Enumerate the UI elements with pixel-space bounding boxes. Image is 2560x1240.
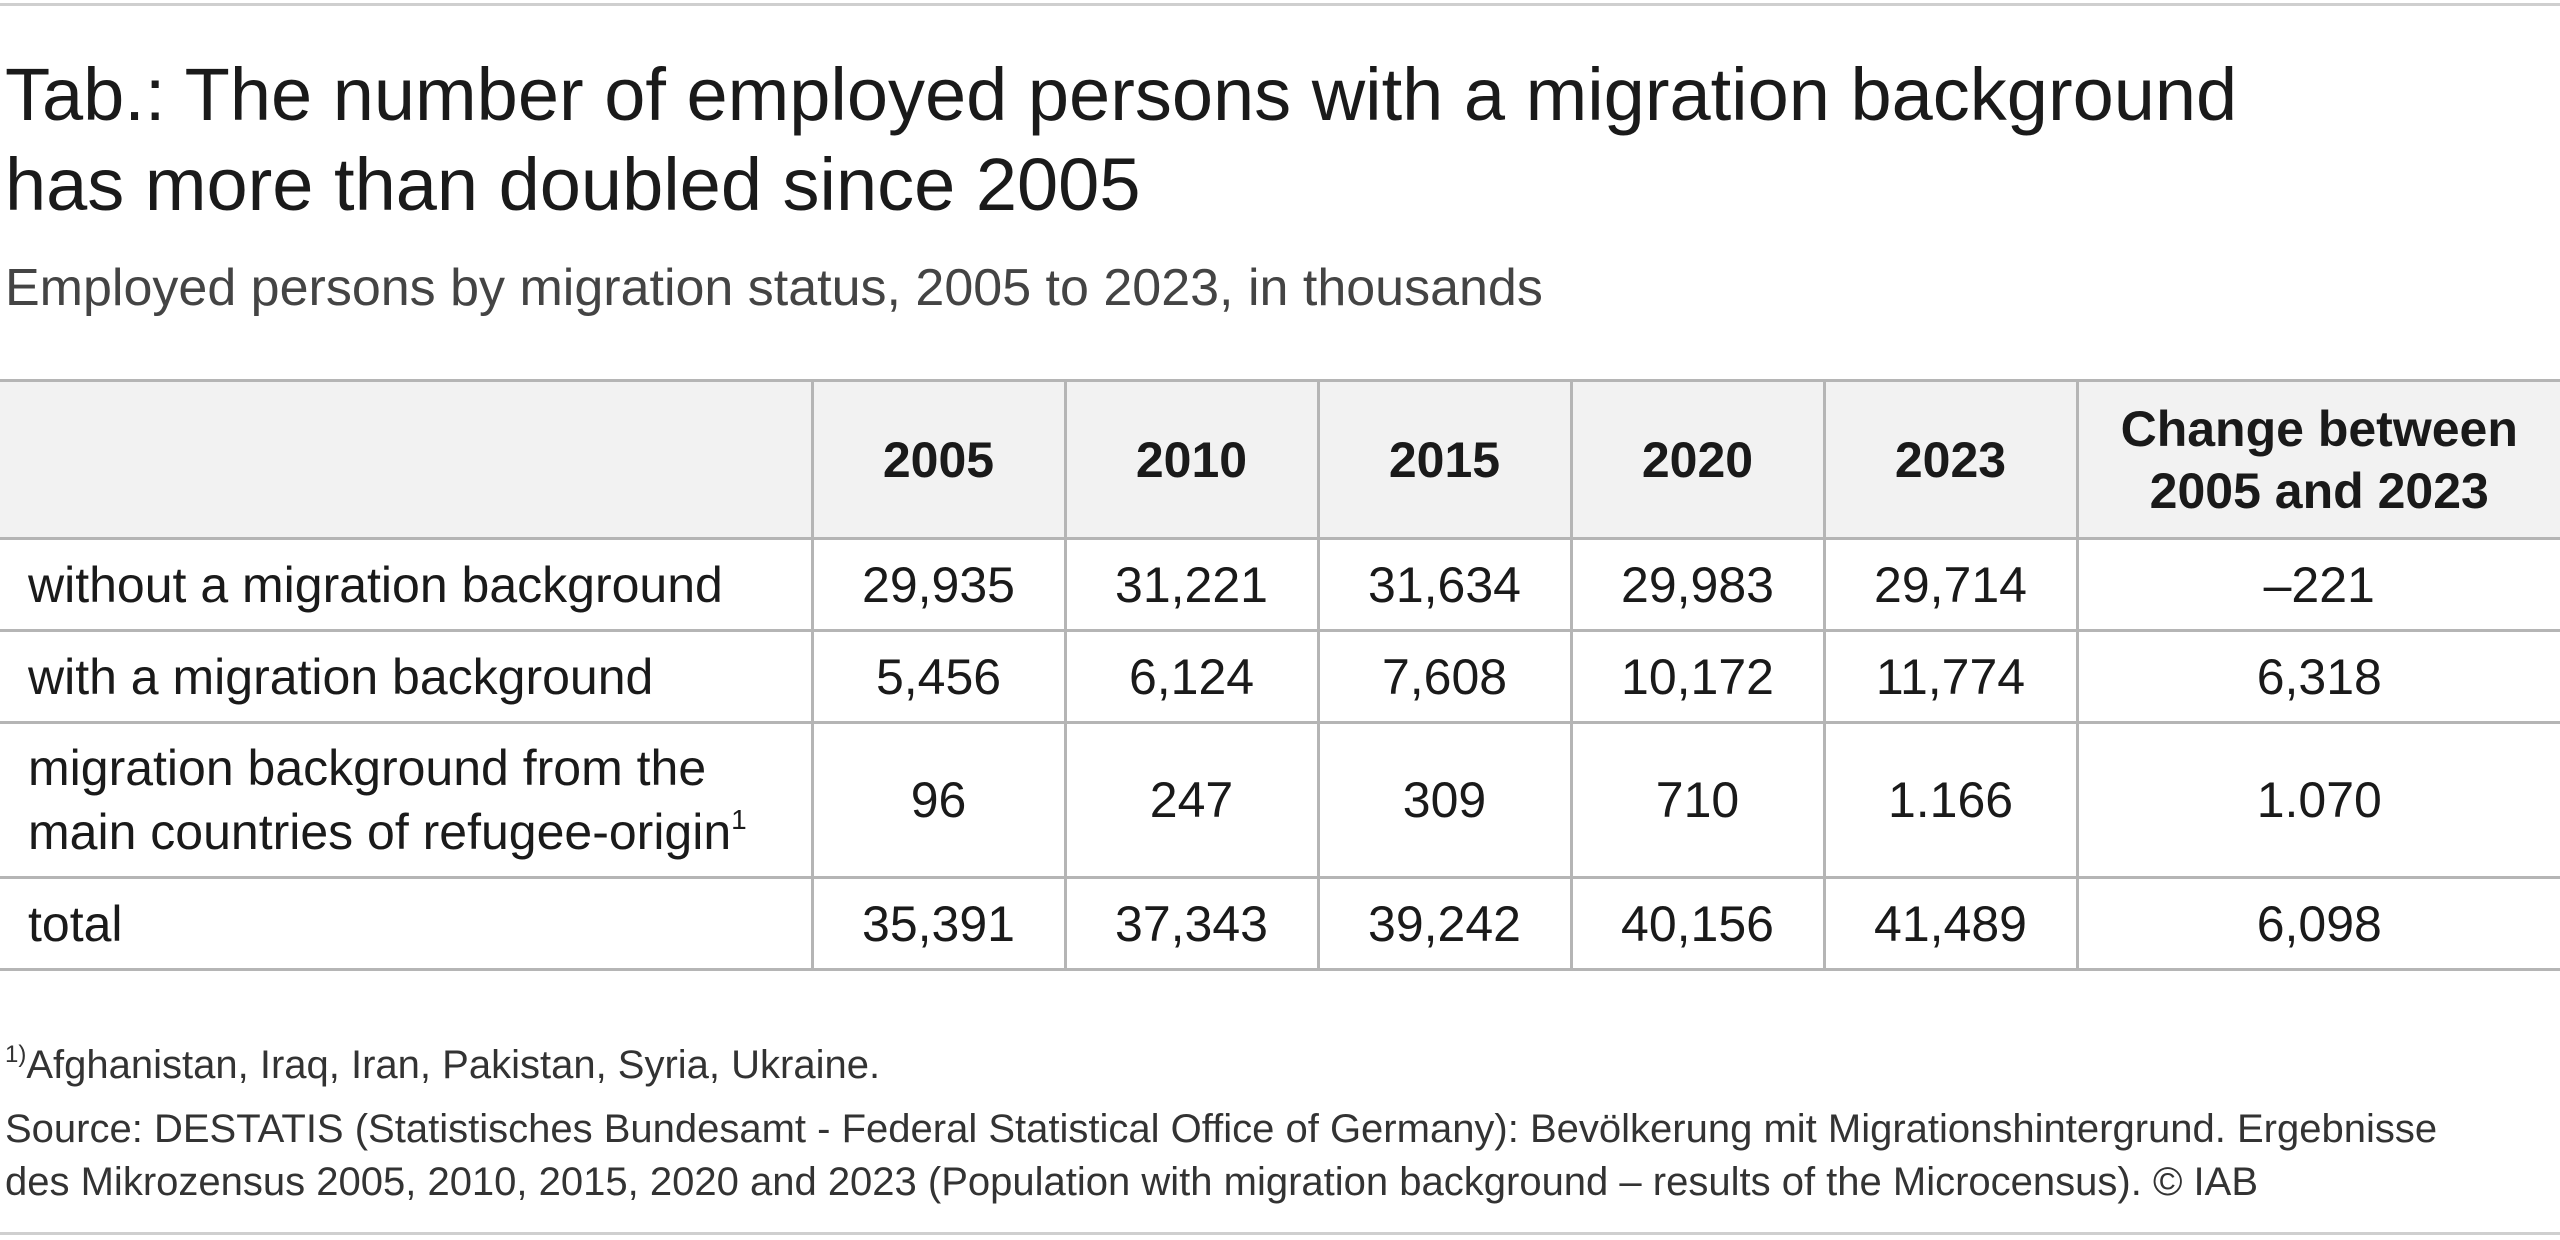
cell-2010: 31,221 xyxy=(1063,537,1320,632)
header-year-2010: 2010 xyxy=(1063,379,1320,540)
cell-2023: 1.166 xyxy=(1822,721,2079,879)
header-empty-cell xyxy=(0,379,814,540)
header-change: Change between 2005 and 2023 xyxy=(2075,379,2560,540)
header-year-2015: 2015 xyxy=(1316,379,1573,540)
footnote-marker: 1) xyxy=(5,1041,27,1068)
row-label: migration background from the main count… xyxy=(0,721,814,879)
table-title: Tab.: The number of employed persons wit… xyxy=(5,50,2405,230)
table-row-without-migration: without a migration background 29,935 31… xyxy=(0,537,2560,632)
cell-2015: 309 xyxy=(1316,721,1573,879)
table-row-total: total 35,391 37,343 39,242 40,156 41,489… xyxy=(0,876,2560,971)
cell-2005: 35,391 xyxy=(810,876,1067,971)
header-change-line-2: 2005 and 2023 xyxy=(2149,462,2489,519)
table-row-with-migration: with a migration background 5,456 6,124 … xyxy=(0,629,2560,724)
cell-2010: 37,343 xyxy=(1063,876,1320,971)
cell-change: 6,318 xyxy=(2075,629,2560,724)
cell-2020: 10,172 xyxy=(1569,629,1826,724)
cell-2020: 40,156 xyxy=(1569,876,1826,971)
bottom-rule xyxy=(0,1232,2560,1235)
cell-change: –221 xyxy=(2075,537,2560,632)
cell-2020: 710 xyxy=(1569,721,1826,879)
row-label: with a migration background xyxy=(0,629,814,724)
cell-change: 1.070 xyxy=(2075,721,2560,879)
header-year-2005: 2005 xyxy=(810,379,1067,540)
cell-2010: 247 xyxy=(1063,721,1320,879)
cell-2005: 96 xyxy=(810,721,1067,879)
cell-2015: 7,608 xyxy=(1316,629,1573,724)
cell-2010: 6,124 xyxy=(1063,629,1320,724)
cell-change: 6,098 xyxy=(2075,876,2560,971)
header-year-2020: 2020 xyxy=(1569,379,1826,540)
footnote: 1)Afghanistan, Iraq, Iran, Pakistan, Syr… xyxy=(5,1040,880,1090)
cell-2020: 29,983 xyxy=(1569,537,1826,632)
table-subtitle: Employed persons by migration status, 20… xyxy=(5,259,1543,317)
cell-2023: 29,714 xyxy=(1822,537,2079,632)
header-year-2023: 2023 xyxy=(1822,379,2079,540)
table-title-line-2: has more than doubled since 2005 xyxy=(5,143,1141,226)
cell-2005: 29,935 xyxy=(810,537,1067,632)
cell-2023: 11,774 xyxy=(1822,629,2079,724)
cell-2015: 31,634 xyxy=(1316,537,1573,632)
row-label: total xyxy=(0,876,814,971)
top-rule xyxy=(0,3,2560,6)
cell-2005: 5,456 xyxy=(810,629,1067,724)
cell-2023: 41,489 xyxy=(1822,876,2079,971)
source-line-2: des Mikrozensus 2005, 2010, 2015, 2020 a… xyxy=(5,1160,2259,1204)
row-label-line-2: main countries of refugee-origin xyxy=(28,804,732,860)
table-row-refugee-origin: migration background from the main count… xyxy=(0,721,2560,879)
row-label-line-1: migration background from the xyxy=(28,740,707,796)
footnote-marker: 1 xyxy=(731,804,747,835)
table-title-line-1: Tab.: The number of employed persons wit… xyxy=(5,53,2238,136)
source-note: Source: DESTATIS (Statistisches Bundesam… xyxy=(5,1103,2535,1209)
header-change-line-1: Change between xyxy=(2120,400,2518,457)
employment-table: 2005 2010 2015 2020 2023 Change between … xyxy=(0,379,2560,971)
cell-2015: 39,242 xyxy=(1316,876,1573,971)
row-label: without a migration background xyxy=(0,537,814,632)
footnote-text: Afghanistan, Iraq, Iran, Pakistan, Syria… xyxy=(26,1043,881,1087)
source-line-1: Source: DESTATIS (Statistisches Bundesam… xyxy=(5,1107,2438,1151)
table-header-row: 2005 2010 2015 2020 2023 Change between … xyxy=(0,379,2560,540)
